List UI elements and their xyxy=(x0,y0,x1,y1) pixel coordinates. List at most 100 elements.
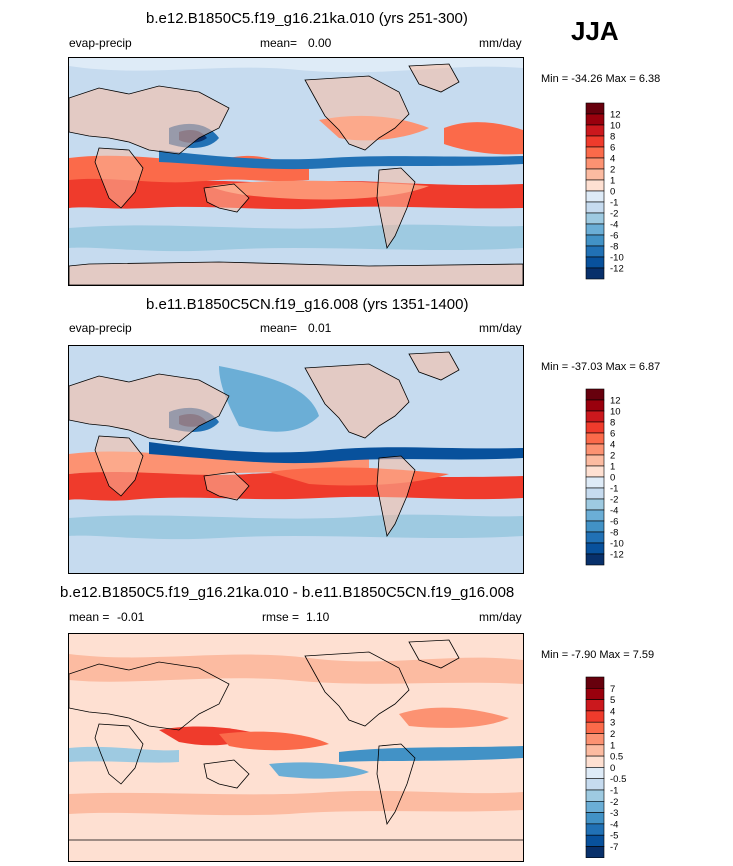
colorbar-swatch xyxy=(585,487,605,500)
season-label: JJA xyxy=(571,16,619,46)
colorbar-tick-label: -1 xyxy=(610,786,618,797)
panel3-mean-label: mean = xyxy=(69,610,110,624)
colorbar-tick-label: 1 xyxy=(610,462,615,473)
colorbar-tick-label: 1 xyxy=(610,740,615,751)
panel1-title: b.e12.B1850C5.f19_g16.21ka.010 (yrs 251-… xyxy=(146,10,468,27)
colorbar-swatch xyxy=(585,801,605,813)
colorbar-tick-label: -5 xyxy=(610,831,618,842)
panel1-variable: evap-precip xyxy=(69,36,132,50)
colorbar-tick-label: 6 xyxy=(610,429,615,440)
panel2-mean-label: mean= xyxy=(260,321,298,335)
panel1-units: mm/day xyxy=(479,36,522,50)
colorbar-swatch xyxy=(585,113,605,126)
colorbar-swatch xyxy=(585,234,605,247)
colorbar-swatch xyxy=(585,135,605,148)
colorbar-tick-label: -2 xyxy=(610,495,618,506)
colorbar-swatch xyxy=(585,410,605,423)
colorbar-tick-label: 12 xyxy=(610,110,621,121)
colorbar-tick-label: 4 xyxy=(610,154,615,165)
colorbar-tick-label: 4 xyxy=(610,440,615,451)
colorbar-swatch xyxy=(585,102,605,115)
colorbar-swatch xyxy=(585,710,605,723)
colorbar-swatch xyxy=(585,498,605,511)
panel3-map-svg xyxy=(69,634,523,861)
colorbar-tick-label: -7 xyxy=(610,842,618,853)
colorbar-tick-label: -4 xyxy=(610,220,618,231)
colorbar-swatch xyxy=(585,388,605,401)
colorbar-swatch xyxy=(585,542,605,555)
colorbar-swatch xyxy=(585,179,605,192)
panel2-map-svg xyxy=(69,346,523,573)
colorbar-swatch xyxy=(585,432,605,445)
colorbar-tick-label: -8 xyxy=(610,528,618,539)
colorbar-tick-label: 10 xyxy=(610,407,621,418)
panel1-map xyxy=(68,57,524,286)
colorbar-swatch xyxy=(585,846,605,858)
colorbar-tick-label: 8 xyxy=(610,132,615,143)
colorbar-tick-label: 0 xyxy=(610,187,615,198)
colorbar-tick-label: 12 xyxy=(610,396,621,407)
panel2-mean-value: 0.01 xyxy=(308,321,332,335)
colorbar-swatch xyxy=(585,256,605,269)
colorbar-swatch xyxy=(585,421,605,434)
colorbar-swatch xyxy=(585,688,605,700)
colorbar-swatch xyxy=(585,157,605,170)
colorbar-tick-label: 0 xyxy=(610,473,615,484)
colorbar-tick-label: 0.5 xyxy=(610,752,623,763)
colorbar-swatch xyxy=(585,789,605,802)
colorbar-swatch xyxy=(585,531,605,544)
panel2-units: mm/day xyxy=(479,321,522,335)
panel1-map-svg xyxy=(69,58,523,285)
panel1-minmax: Min = -34.26 Max = 6.38 xyxy=(541,73,661,85)
colorbar-tick-label: -4 xyxy=(610,819,618,830)
colorbar-tick-label: 2 xyxy=(610,165,615,176)
colorbar-swatch xyxy=(585,699,605,712)
colorbar-tick-label: 8 xyxy=(610,418,615,429)
panel3-title: b.e12.B1850C5.f19_g16.21ka.010 - b.e11.B… xyxy=(60,584,515,601)
colorbar-tick-label: 2 xyxy=(610,451,615,462)
colorbar-tick-label: 0 xyxy=(610,763,615,774)
colorbar-swatch xyxy=(585,443,605,456)
colorbar-swatch xyxy=(585,201,605,214)
panel3-rmse-value: 1.10 xyxy=(306,610,330,624)
colorbar-tick-label: -2 xyxy=(610,797,618,808)
colorbar-tick-label: -1 xyxy=(610,198,618,209)
panel3-units: mm/day xyxy=(479,610,522,624)
colorbar-tick-label: 5 xyxy=(610,695,615,706)
colorbar-swatch xyxy=(585,778,605,791)
colorbar-tick-label: -6 xyxy=(610,231,618,242)
colorbar-tick-label: -0.5 xyxy=(610,774,626,785)
colorbar-swatch xyxy=(585,721,605,734)
colorbar-swatch xyxy=(585,190,605,203)
colorbar-tick-label: 3 xyxy=(610,718,615,729)
colorbar-tick-label: 1 xyxy=(610,176,615,187)
colorbar-swatch xyxy=(585,476,605,489)
colorbar-tick-label: -12 xyxy=(610,264,624,275)
colorbar-swatch xyxy=(585,509,605,522)
panel3-mean-value: -0.01 xyxy=(117,610,145,624)
colorbar-swatch xyxy=(585,454,605,467)
panel2-title: b.e11.B1850C5CN.f19_g16.008 (yrs 1351-14… xyxy=(146,296,469,313)
panel3-land xyxy=(69,639,523,841)
colorbar-swatch xyxy=(585,834,605,847)
colorbar-swatch xyxy=(585,520,605,533)
colorbar-swatch xyxy=(585,223,605,236)
panel3-map xyxy=(68,633,524,862)
colorbar-tick-label: 10 xyxy=(610,121,621,132)
colorbar-tick-label: -8 xyxy=(610,242,618,253)
colorbar-tick-label: 2 xyxy=(610,729,615,740)
panel3-rmse-label: rmse = xyxy=(262,610,300,624)
panel1-land xyxy=(69,63,523,285)
colorbar-swatch xyxy=(585,733,605,746)
panel2-map xyxy=(68,345,524,574)
colorbar-swatch xyxy=(585,823,605,836)
colorbar-swatch xyxy=(585,767,605,780)
colorbar-tick-label: -2 xyxy=(610,209,618,220)
colorbar-tick-label: 6 xyxy=(610,143,615,154)
colorbar-tick-label: -10 xyxy=(610,253,624,264)
colorbar-swatch xyxy=(585,245,605,258)
colorbar-swatch xyxy=(585,744,605,757)
